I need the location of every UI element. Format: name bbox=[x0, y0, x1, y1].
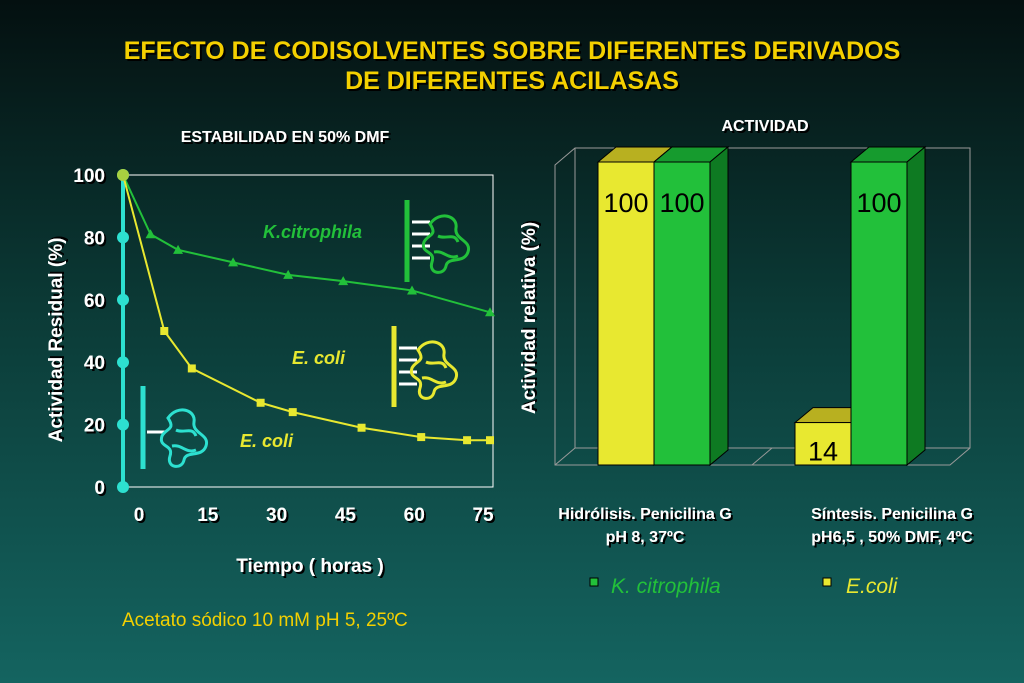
ecoli-dmf-enzyme-icon bbox=[391, 326, 459, 407]
point-kcitrophila bbox=[338, 276, 349, 286]
y-tick-dot bbox=[117, 231, 129, 244]
left-y-label: Actividad Residual (%) bbox=[46, 238, 67, 443]
right-bars-group: 100 100 14 100 bbox=[596, 145, 927, 467]
point-ecoli bbox=[463, 436, 472, 445]
point-kcitrophila bbox=[407, 285, 418, 295]
ecoli-enzyme-icon bbox=[140, 386, 209, 469]
x-tick-label: 75 bbox=[472, 505, 494, 526]
legend: K. citrophila E.coli bbox=[589, 575, 899, 598]
point-kcitrophila bbox=[228, 257, 239, 267]
point-kcitrophila bbox=[485, 307, 495, 317]
right-chart-title: ACTIVIDAD bbox=[721, 118, 808, 135]
title-line-2: DE DIFERENTES ACILASAS bbox=[345, 67, 679, 95]
legend-label-ecoli: E.coli bbox=[846, 575, 899, 598]
y-tick-label: 60 bbox=[84, 291, 105, 312]
point-ecoli bbox=[417, 433, 426, 442]
bar-side bbox=[709, 145, 729, 467]
series-line-kcitrophila bbox=[122, 174, 491, 314]
x-tick-label: 60 bbox=[404, 505, 425, 526]
y-tick-label: 100 bbox=[73, 166, 105, 187]
bar-kcitrophila-cat2 bbox=[850, 161, 908, 466]
left-y-ticks: 0 20 40 60 80 100 bbox=[73, 166, 129, 499]
bar-ecoli-cat1 bbox=[597, 161, 655, 466]
point-ecoli bbox=[288, 408, 297, 417]
legend-swatch-ecoli bbox=[822, 577, 832, 587]
conditions-note: Acetato sódico 10 mM pH 5, 25ºC bbox=[122, 610, 408, 631]
bar-value-label: 100 bbox=[856, 188, 901, 218]
x-tick-label: 15 bbox=[197, 505, 219, 526]
point-ecoli bbox=[357, 423, 366, 432]
bar-value-label: 14 bbox=[808, 437, 838, 467]
point-kcitrophila bbox=[145, 229, 156, 239]
title-line-1: EFECTO DE CODISOLVENTES SOBRE DIFERENTES… bbox=[123, 37, 901, 65]
y-tick-label: 0 bbox=[94, 478, 105, 499]
category-2-line-1: Síntesis. Penicilina G bbox=[811, 506, 973, 523]
x-tick-label: 0 bbox=[134, 505, 145, 526]
y-tick-dot bbox=[117, 356, 129, 369]
legend-label-kcitrophila: K. citrophila bbox=[611, 575, 721, 598]
slide-title: EFECTO DE CODISOLVENTES SOBRE DIFERENTES… bbox=[40, 36, 984, 96]
bar-side bbox=[906, 145, 926, 467]
y-tick-dot bbox=[117, 481, 129, 493]
start-point bbox=[117, 169, 129, 181]
annotation-ecoli-dmf: E. coli bbox=[292, 348, 346, 368]
kcitrophila-enzyme-icon bbox=[404, 200, 471, 282]
point-kcitrophila bbox=[173, 244, 184, 254]
left-x-ticks: 0 15 30 45 60 75 bbox=[134, 505, 494, 526]
series-line-ecoli bbox=[122, 174, 490, 442]
bar-kcitrophila-cat1 bbox=[653, 161, 711, 466]
x-tick-label: 30 bbox=[266, 505, 287, 526]
point-kcitrophila bbox=[283, 269, 294, 279]
y-tick-label: 20 bbox=[84, 416, 105, 437]
left-series-group bbox=[117, 169, 495, 445]
y-tick-dot bbox=[117, 293, 129, 306]
legend-swatch-kcitrophila bbox=[589, 577, 599, 587]
category-1-line-2: pH 8, 37ºC bbox=[606, 529, 685, 546]
point-ecoli bbox=[486, 436, 494, 445]
annotation-ecoli: E. coli bbox=[240, 431, 294, 451]
left-x-label: Tiempo ( horas ) bbox=[236, 556, 383, 577]
category-2-line-2: pH6,5 , 50% DMF, 4ºC bbox=[811, 529, 973, 546]
bar-value-label: 100 bbox=[603, 188, 648, 218]
point-ecoli bbox=[160, 327, 169, 335]
y-tick-label: 80 bbox=[84, 228, 105, 249]
y-tick-label: 40 bbox=[84, 353, 105, 374]
right-y-label: Actividad relativa (%) bbox=[519, 222, 540, 414]
annotation-kcitrophila: K.citrophila bbox=[263, 222, 362, 242]
left-chart-title: ESTABILIDAD EN 50% DMF bbox=[181, 129, 390, 146]
bar-value-label: 100 bbox=[659, 188, 704, 218]
x-tick-label: 45 bbox=[335, 505, 357, 526]
point-ecoli bbox=[187, 364, 196, 373]
y-tick-dot bbox=[117, 418, 129, 431]
category-1-line-1: Hidrólisis. Penicilina G bbox=[558, 506, 731, 523]
point-ecoli bbox=[256, 398, 265, 407]
